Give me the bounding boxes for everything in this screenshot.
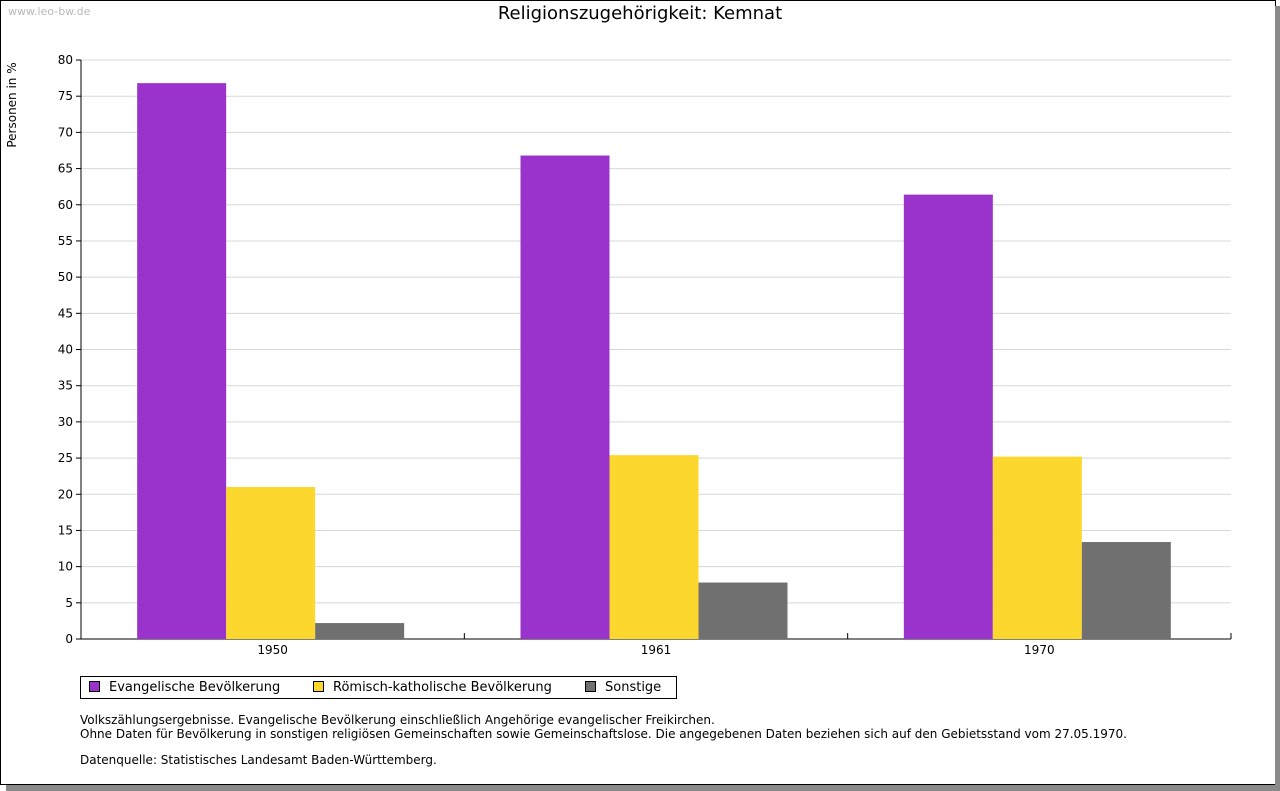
y-tick-label: 70 — [58, 125, 73, 139]
y-tick-label: 30 — [58, 415, 73, 429]
bar-sonstige-1961 — [698, 582, 788, 639]
legend-swatch-katholisch — [313, 681, 324, 692]
bar-evangelische-1950 — [137, 83, 227, 639]
legend-label-evangelisch: Evangelische Bevölkerung — [109, 680, 281, 695]
frame-shadow-bottom — [6, 785, 1280, 791]
chart-title: Religionszugehörigkeit: Kemnat — [497, 3, 783, 24]
bar-evangelische-1970 — [903, 194, 993, 639]
y-tick-label: 40 — [58, 343, 73, 357]
footnote-line-2: Ohne Daten für Bevölkerung in sonstigen … — [80, 727, 1127, 741]
y-tick-label: 15 — [58, 523, 73, 537]
legend-label-katholisch: Römisch-katholische Bevölkerung — [333, 680, 552, 695]
legend-swatch-evangelisch — [89, 681, 100, 692]
bar-römisch-katholische-1961 — [609, 455, 699, 639]
legend: Evangelische Bevölkerung Römisch-katholi… — [80, 676, 677, 699]
legend-item-katholisch: Römisch-katholische Bevölkerung — [313, 680, 552, 695]
y-tick-label: 20 — [58, 487, 73, 501]
data-source-note: Datenquelle: Statistisches Landesamt Bad… — [80, 753, 437, 767]
x-tick-label: 1961 — [641, 643, 672, 657]
x-tick-label: 1950 — [257, 643, 288, 657]
y-tick-label: 80 — [58, 53, 73, 67]
bar-römisch-katholische-1970 — [992, 456, 1082, 639]
footnote-line-1: Volkszählungsergebnisse. Evangelische Be… — [80, 713, 715, 727]
legend-item-sonstige: Sonstige — [585, 680, 661, 695]
legend-item-evangelisch: Evangelische Bevölkerung — [89, 680, 280, 695]
bar-evangelische-1961 — [520, 155, 610, 639]
bar-römisch-katholische-1950 — [226, 487, 316, 639]
y-tick-label: 0 — [65, 632, 73, 646]
y-tick-label: 25 — [58, 451, 73, 465]
y-tick-label: 45 — [58, 306, 73, 320]
x-tick-label: 1970 — [1024, 643, 1055, 657]
y-tick-label: 5 — [65, 596, 73, 610]
y-tick-label: 50 — [58, 270, 73, 284]
y-tick-label: 10 — [58, 560, 73, 574]
bar-sonstige-1970 — [1081, 542, 1171, 639]
bar-sonstige-1950 — [315, 623, 405, 639]
legend-swatch-sonstige — [585, 681, 596, 692]
frame-shadow-right — [1275, 6, 1280, 790]
y-tick-label: 35 — [58, 379, 73, 393]
y-tick-label: 75 — [58, 89, 73, 103]
y-tick-label: 60 — [58, 198, 73, 212]
y-tick-label: 65 — [58, 162, 73, 176]
legend-label-sonstige: Sonstige — [605, 680, 662, 695]
watermark: www.leo-bw.de — [8, 5, 91, 18]
y-tick-label: 55 — [58, 234, 73, 248]
